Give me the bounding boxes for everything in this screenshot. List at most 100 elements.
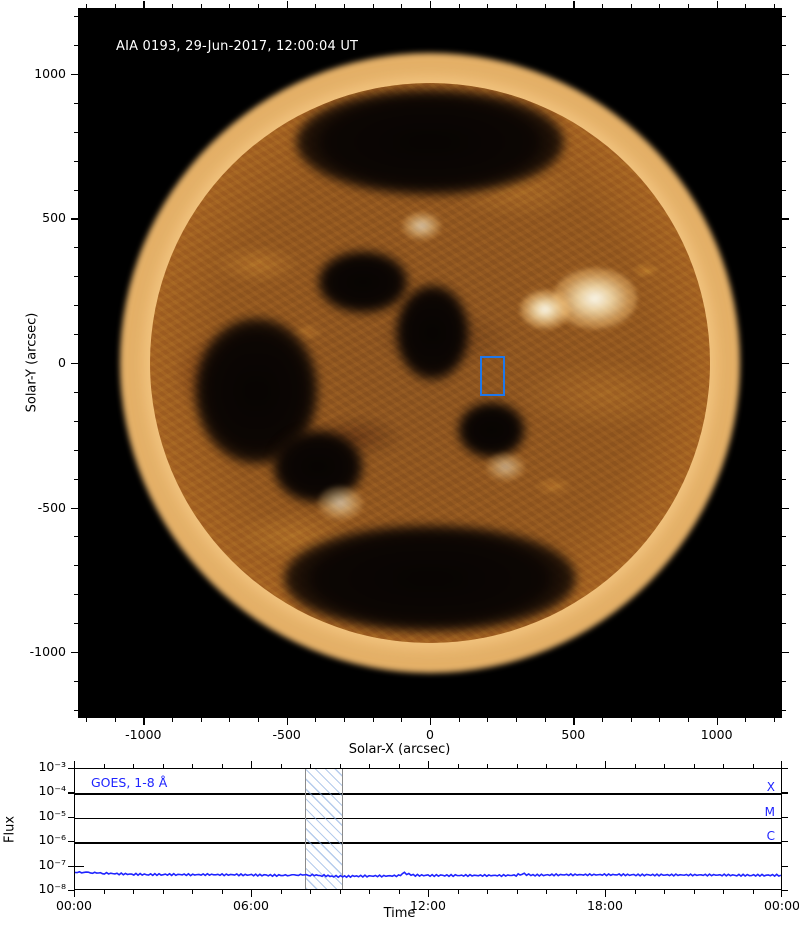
goes-xaxis-major-tick-top	[74, 761, 76, 768]
image-xaxis-major-tick-top	[430, 1, 432, 8]
roi-rectangle[interactable]	[480, 355, 505, 397]
goes-inner-tick	[75, 865, 84, 867]
image-xaxis-major-tick-top	[286, 1, 288, 8]
goes-xaxis-minor-tick-top	[575, 764, 577, 768]
goes-xaxis-major-tick	[251, 890, 253, 897]
image-xaxis-major-tick	[286, 718, 288, 725]
image-yaxis-tick-label: 500	[42, 210, 66, 226]
image-xaxis-minor-tick	[229, 718, 231, 722]
image-yaxis-minor-tick-right	[782, 449, 786, 451]
image-yaxis-minor-tick-right	[782, 305, 786, 307]
image-xaxis-minor-tick	[372, 718, 374, 722]
goes-xaxis-minor-tick-top	[693, 764, 695, 768]
image-yaxis-minor-tick	[74, 449, 78, 451]
goes-xaxis-minor-tick-top	[723, 764, 725, 768]
image-xaxis-minor-tick	[487, 718, 489, 722]
goes-xaxis-major-tick	[428, 890, 430, 897]
goes-xaxis-minor-tick-top	[192, 764, 194, 768]
image-xaxis-minor-tick	[544, 718, 546, 722]
solar-disk-body	[150, 83, 710, 643]
goes-xaxis-major-tick-top	[605, 761, 607, 768]
active-region-south	[486, 452, 526, 481]
image-yaxis-minor-tick-right	[782, 391, 786, 393]
image-xaxis-minor-tick-top	[315, 4, 317, 8]
image-xaxis-minor-tick-top	[544, 4, 546, 8]
flux-polyline	[75, 870, 781, 879]
image-yaxis-minor-tick-right	[782, 276, 786, 278]
goes-xaxis-tick-label: 00:00	[55, 898, 93, 913]
image-yaxis-minor-tick	[74, 334, 78, 336]
image-yaxis-minor-tick	[74, 247, 78, 249]
image-yaxis-minor-tick	[74, 131, 78, 133]
goes-xaxis-minor-tick	[693, 890, 695, 894]
goes-lightcurve-panel[interactable]: GOES, 1-8 Å X M C	[74, 768, 782, 890]
image-yaxis-minor-tick-right	[782, 247, 786, 249]
goes-yaxis-major-tick-right	[782, 768, 788, 770]
image-yaxis-minor-tick-right	[782, 623, 786, 625]
goes-xaxis-major-tick-top	[251, 761, 253, 768]
flare-class-x-label: X	[766, 780, 775, 794]
aia-image-panel[interactable]: AIA 0193, 29-Jun-2017, 12:00:04 UT	[78, 8, 782, 718]
image-xaxis-minor-tick-top	[458, 4, 460, 8]
flare-class-c-label: C	[766, 829, 775, 843]
goes-xaxis-major-tick-top	[428, 761, 430, 768]
image-xaxis-minor-tick	[773, 718, 775, 722]
image-xaxis-tick-label: 1000	[700, 727, 733, 742]
goes-xaxis-tick-label: 18:00	[586, 898, 624, 913]
goes-xaxis-minor-tick-top	[516, 764, 518, 768]
goes-xaxis-minor-tick	[752, 890, 754, 894]
image-yaxis-major-tick-right	[782, 652, 789, 654]
image-xaxis-minor-tick	[687, 718, 689, 722]
image-yaxis-minor-tick	[74, 16, 78, 18]
image-yaxis-minor-tick	[74, 189, 78, 191]
goes-xaxis-minor-tick	[162, 890, 164, 894]
goes-xaxis-minor-tick	[339, 890, 341, 894]
goes-xaxis-minor-tick-top	[664, 764, 666, 768]
image-xaxis-minor-tick	[745, 718, 747, 722]
active-region-secondary	[519, 290, 570, 330]
goes-xaxis-minor-tick	[516, 890, 518, 894]
goes-xaxis-minor-tick	[457, 890, 459, 894]
goes-xaxis-tick-label: 00:00	[763, 898, 799, 913]
image-xaxis-minor-tick-top	[630, 4, 632, 8]
goes-xaxis-minor-tick	[664, 890, 666, 894]
image-yaxis-major-tick	[71, 363, 78, 365]
image-yaxis-minor-tick	[74, 391, 78, 393]
image-yaxis-tick-label: 1000	[34, 65, 66, 81]
image-yaxis-minor-tick-right	[782, 478, 786, 480]
goes-yaxis-tick-label: 10⁻⁸	[38, 881, 66, 896]
goes-yaxis-major-tick	[68, 865, 74, 867]
goes-xaxis-minor-tick	[634, 890, 636, 894]
image-xaxis-tick-label: -1000	[125, 727, 162, 742]
image-yaxis-minor-tick-right	[782, 536, 786, 538]
image-xaxis-minor-tick-top	[687, 4, 689, 8]
image-xaxis-major-tick	[143, 718, 145, 725]
image-yaxis-major-tick-right	[782, 218, 789, 220]
goes-xaxis-label: Time	[383, 906, 416, 921]
image-xaxis-minor-tick-top	[487, 4, 489, 8]
goes-yaxis-tick-label: 10⁻⁶	[38, 832, 66, 848]
image-yaxis-minor-tick-right	[782, 16, 786, 18]
goes-xaxis-major-tick	[74, 890, 76, 897]
goes-xaxis-minor-tick-top	[280, 764, 282, 768]
image-yaxis-minor-tick	[74, 102, 78, 104]
coronal-hole-north-central	[318, 251, 408, 313]
image-xaxis-minor-tick	[630, 718, 632, 722]
image-yaxis-minor-tick-right	[782, 102, 786, 104]
image-xaxis-major-tick	[430, 718, 432, 725]
goes-yaxis-major-tick-right	[782, 816, 788, 819]
image-yaxis-minor-tick-right	[782, 160, 786, 162]
image-xaxis-label: Solar-X (arcsec)	[348, 742, 451, 757]
goes-yaxis-major-tick	[68, 841, 74, 843]
image-yaxis-tick-label: -1000	[29, 644, 66, 660]
goes-yaxis-major-tick-right	[782, 792, 788, 794]
image-xaxis-tick-label: 0	[426, 727, 434, 742]
goes-xaxis-minor-tick-top	[369, 764, 371, 768]
goes-xaxis-minor-tick-top	[487, 764, 489, 768]
image-xaxis-minor-tick	[200, 718, 202, 722]
integration-time-band[interactable]	[305, 769, 344, 889]
image-xaxis-minor-tick	[258, 718, 259, 722]
image-xaxis-major-tick-top	[573, 1, 575, 8]
goes-yaxis-major-tick	[68, 816, 74, 819]
goes-xaxis-minor-tick	[192, 890, 194, 894]
